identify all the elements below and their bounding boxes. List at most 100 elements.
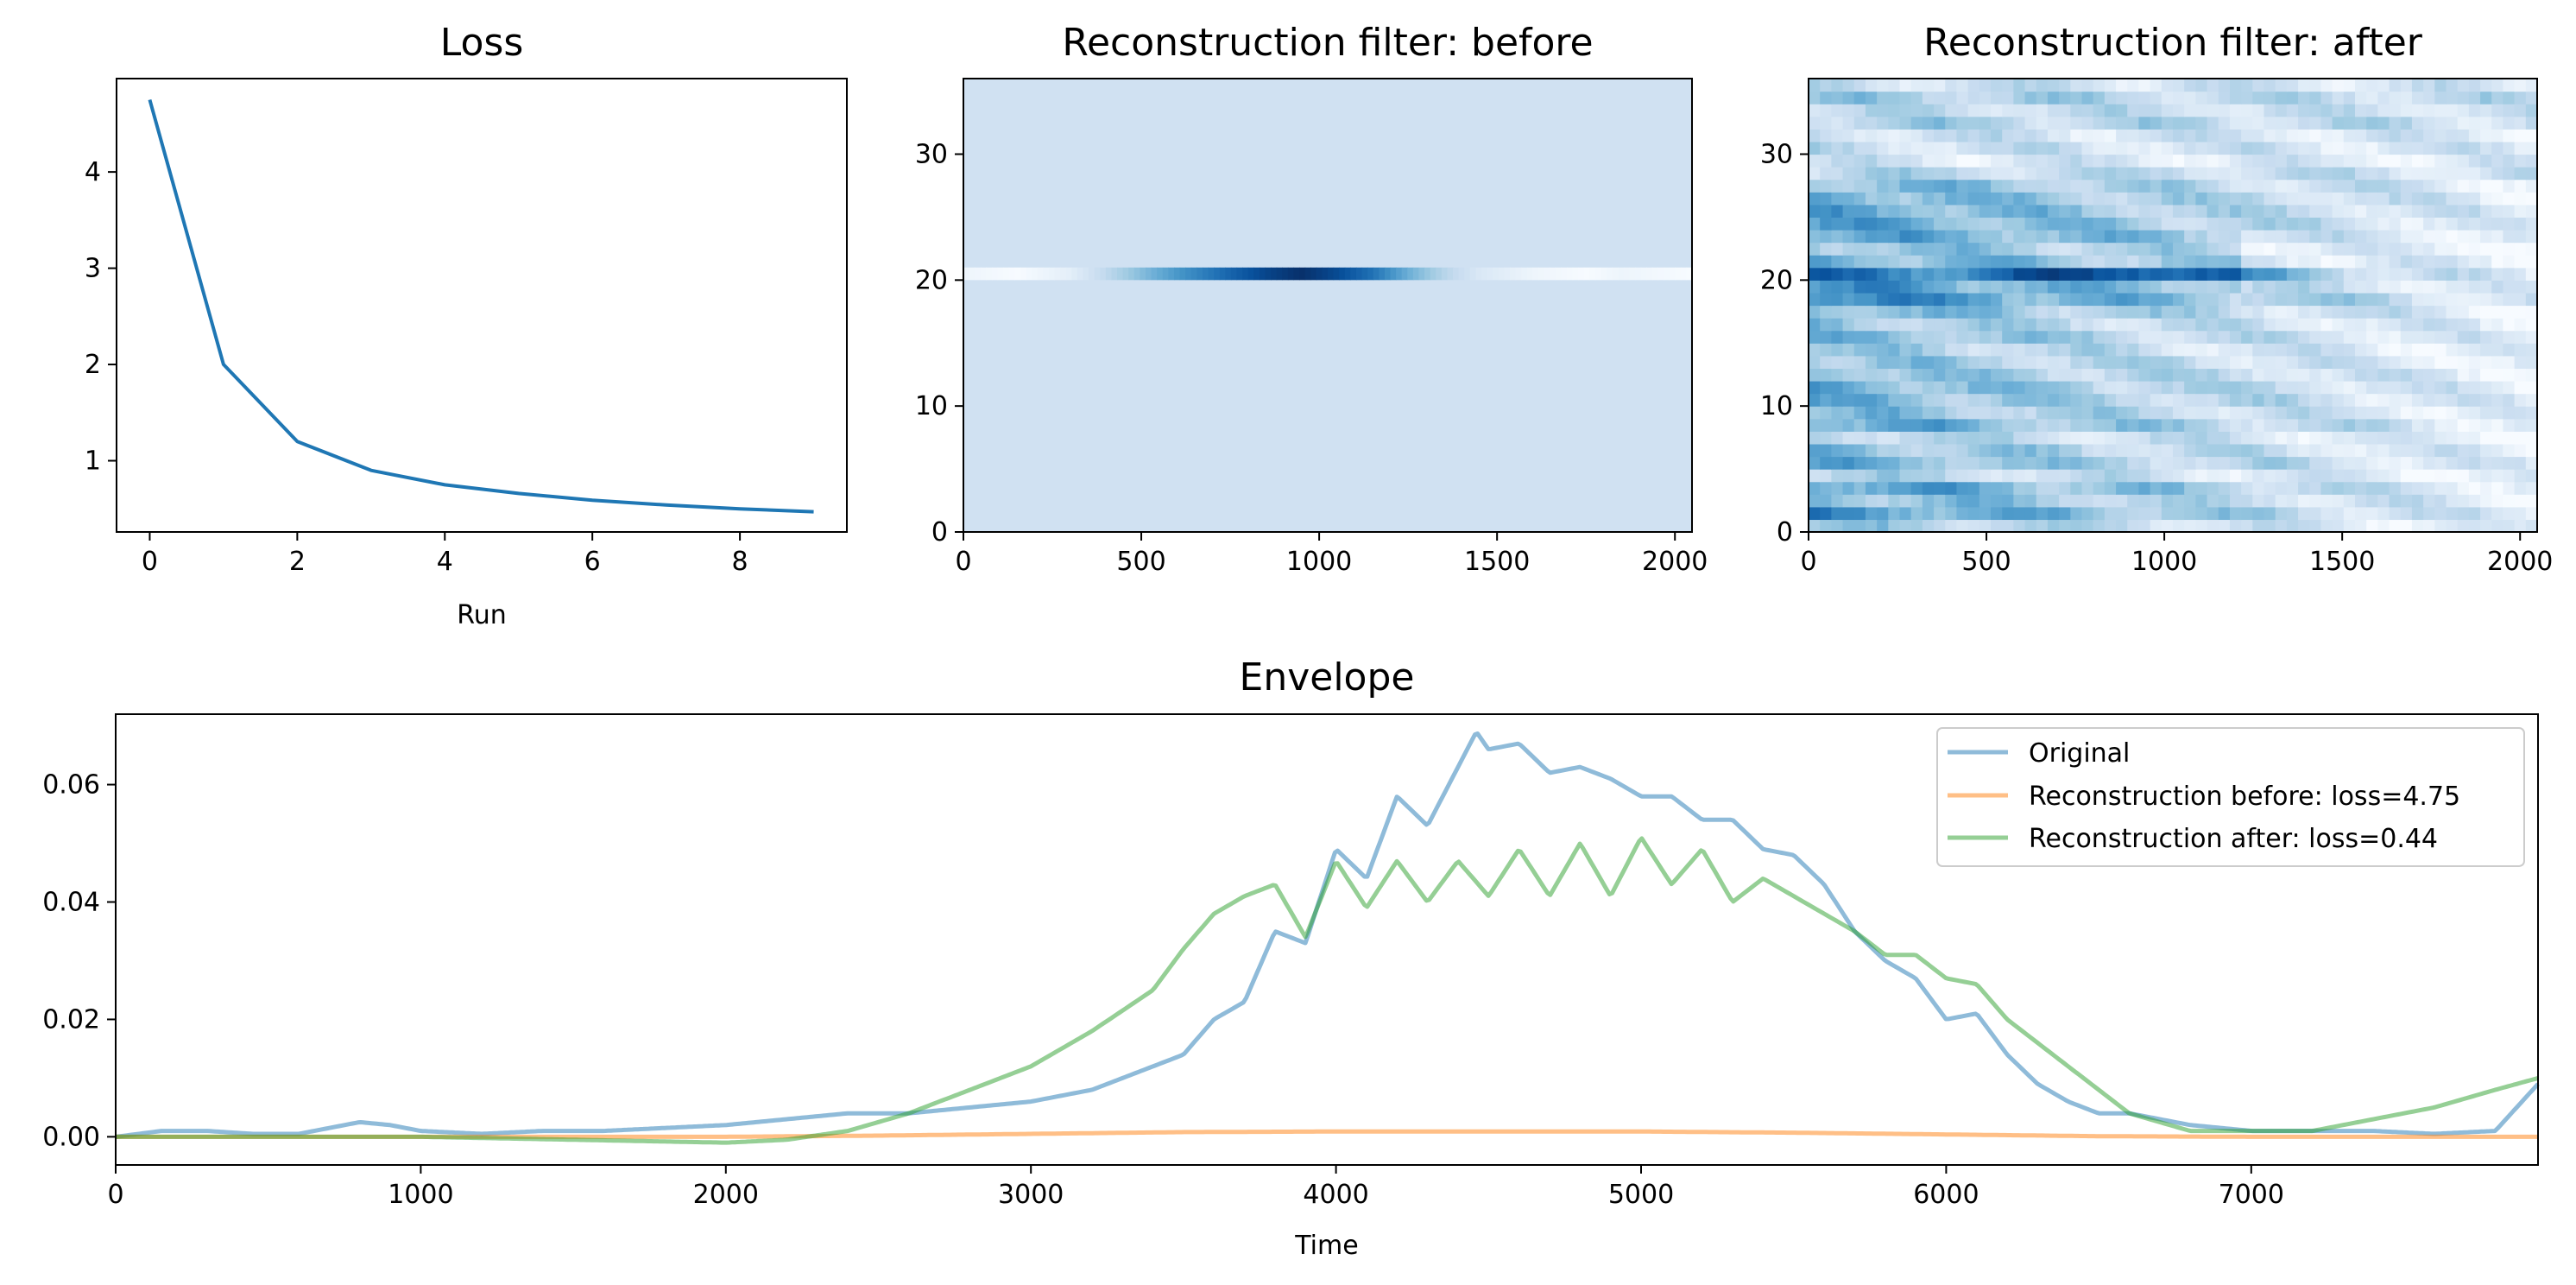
heatmap-cell [2161,230,2174,244]
heatmap-cell [2377,179,2390,193]
heatmap-cell [2263,242,2276,256]
heatmap-cell [2480,167,2492,180]
heatmap-cell [1967,519,1980,533]
heatmap-cell [1899,381,1912,395]
heatmap-cell [2081,116,2094,130]
heatmap-cell [2138,230,2151,244]
heatmap-cell [1991,167,2003,180]
heatmap-cell [1293,267,1300,281]
heatmap-cell [2013,406,2026,420]
heatmap-cell [2002,104,2014,117]
heatmap-cell [2241,116,2253,130]
heatmap-cell [2059,431,2071,445]
heatmap-cell [2514,217,2527,231]
heatmap-cell [2309,305,2322,319]
heatmap-cell [1979,204,1992,218]
heatmap-cell [1877,431,1889,445]
heatmap-cell [1865,79,1878,92]
heatmap-cell [1032,267,1039,281]
heatmap-cell [2389,116,2402,130]
heatmap-cell [2355,267,2367,281]
heatmap-cell [2298,506,2310,521]
heatmap-cell [2457,431,2470,445]
heatmap-cell [2491,469,2504,483]
heatmap-cell [2002,343,2014,357]
heatmap-cell [2298,179,2310,193]
filter-before-ytick-label: 10 [915,391,948,421]
heatmap-cell [2514,154,2527,168]
heatmap-cell [2400,355,2413,370]
heatmap-cell [2013,318,2026,332]
heatmap-cell [1945,506,1958,521]
heatmap-cell [1831,116,1844,130]
heatmap-cell [2013,381,2026,395]
heatmap-cell [2332,443,2345,458]
heatmap-cell [1355,267,1363,281]
heatmap-cell [1877,406,1889,420]
heatmap-cell [2286,280,2299,294]
heatmap-cell [2423,154,2435,168]
heatmap-cell [2423,280,2435,294]
heatmap-cell [2286,406,2299,420]
heatmap-cell [2525,104,2538,117]
heatmap-cell [1888,104,1901,117]
heatmap-cell [2024,167,2037,180]
heatmap-cell [2252,305,2265,319]
heatmap-cell [1979,418,1992,432]
heatmap-cell [1809,255,1821,269]
heatmap-cell [2116,230,2128,244]
heatmap-cell [1945,79,1958,92]
heatmap-cell [2400,418,2413,432]
heatmap-cell [2229,280,2242,294]
heatmap-cell [1842,431,1855,445]
heatmap-cell [1809,443,1821,458]
heatmap-cell [975,267,982,281]
heatmap-cell [1831,167,1844,180]
heatmap-cell [2446,305,2459,319]
heatmap-cell [2411,330,2424,344]
heatmap-cell [2116,381,2128,395]
heatmap-cell [1853,217,1866,231]
heatmap-cell [2480,431,2492,445]
heatmap-cell [1361,267,1368,281]
heatmap-cell [1831,230,1844,244]
heatmap-cell [2013,494,2026,508]
heatmap-cell [2127,91,2140,104]
heatmap-cell [2320,305,2333,319]
heatmap-cell [1831,154,1844,168]
heatmap-cell [2446,443,2459,458]
heatmap-cell [1967,431,1980,445]
heatmap-cell [1922,431,1935,445]
heatmap-cell [2457,443,2470,458]
heatmap-cell [2127,494,2140,508]
heatmap-cell [1412,267,1420,281]
heatmap-cell [2468,494,2481,508]
heatmap-cell [1888,292,1901,307]
heatmap-cell [1247,267,1254,281]
heatmap-cell [1680,267,1688,281]
heatmap-cell [2104,494,2117,508]
heatmap-cell [2081,305,2094,319]
heatmap-cell [2389,292,2402,307]
heatmap-cell [1945,292,1958,307]
heatmap-cell [1888,179,1901,193]
heatmap-cell [1877,418,1889,432]
heatmap-cell [2503,255,2516,269]
heatmap-cell [1910,154,1923,168]
heatmap-cell [1888,154,1901,168]
heatmap-cell [1853,519,1866,533]
heatmap-cell [2127,255,2140,269]
filter-after-ytick-label: 10 [1760,391,1793,421]
heatmap-cell [2047,406,2060,420]
heatmap-cell [2138,519,2151,533]
heatmap-cell [2036,519,2049,533]
heatmap-cell [2457,79,2470,92]
heatmap-cell [1991,91,2003,104]
heatmap-cell [2263,292,2276,307]
heatmap-cell [2434,469,2447,483]
heatmap-cell [1899,204,1912,218]
heatmap-cell [2377,280,2390,294]
heatmap-cell [2150,519,2162,533]
heatmap-cell [2355,418,2367,432]
